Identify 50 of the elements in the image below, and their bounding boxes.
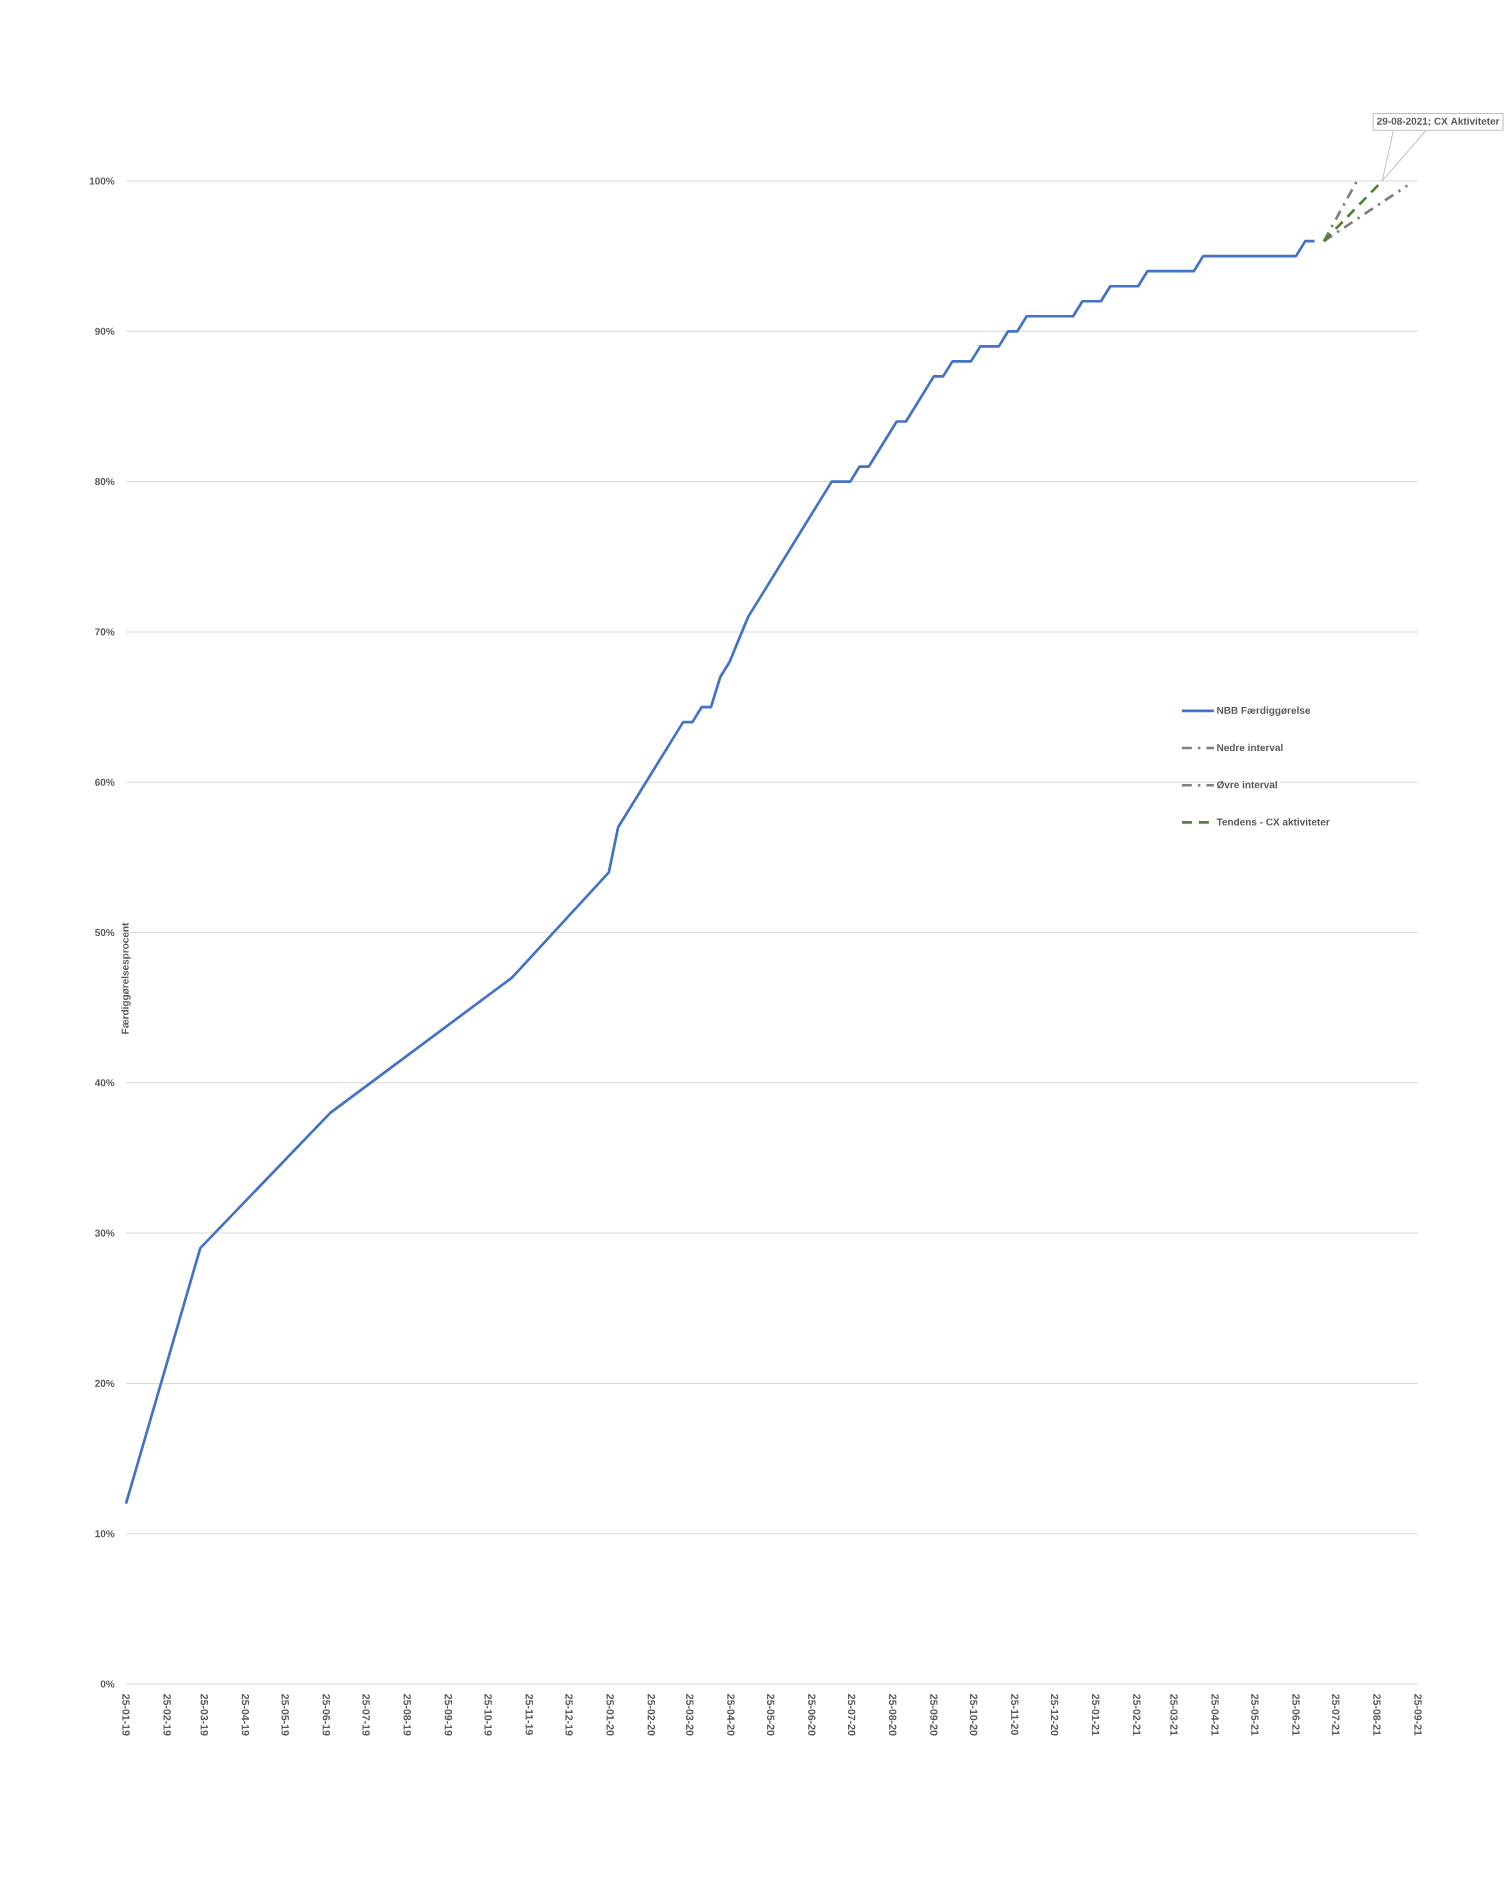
x-tick-label: 25-01-19 (122, 1694, 130, 1736)
x-tick-label: 25-05-19 (281, 1694, 289, 1736)
y-tick-label: 80% (95, 478, 115, 486)
y-tick-label: 70% (95, 628, 115, 636)
legend-label: Nedre interval (1217, 743, 1283, 752)
y-tick-label: 90% (95, 327, 115, 335)
x-tick-label: 25-04-19 (241, 1694, 250, 1736)
x-tick-label: 25-09-19 (444, 1694, 453, 1736)
x-tick-label: 25-11-20 (1011, 1694, 1019, 1735)
x-tick-label: 25-08-21 (1373, 1694, 1381, 1736)
legend-label: NBB Færdiggørelse (1217, 706, 1311, 716)
y-tick-label: 20% (95, 1379, 115, 1387)
x-tick-label: 25-05-20 (766, 1694, 775, 1736)
y-tick-label: 40% (94, 1079, 115, 1087)
x-tick-label: 25-06-19 (322, 1694, 331, 1736)
x-tick-label: 25-07-19 (362, 1694, 370, 1736)
x-tick-label: 25-07-21 (1332, 1694, 1340, 1736)
x-tick-label: 25-09-20 (930, 1694, 938, 1736)
x-tick-label: 25-05-21 (1251, 1694, 1259, 1736)
y-tick-label: 50% (95, 928, 115, 937)
x-tick-label: 25-12-19 (565, 1694, 573, 1736)
y-axis-title: Færdiggørelsesprocent (121, 922, 131, 1034)
y-tick-label: 60% (95, 778, 115, 786)
x-tick-label: 25-03-21 (1170, 1694, 1178, 1736)
x-tick-label: 25-03-20 (686, 1694, 694, 1736)
x-tick-label: 25-10-19 (484, 1694, 492, 1736)
x-tick-label: 25-12-20 (1050, 1694, 1059, 1736)
x-tick-label: 25-03-19 (200, 1694, 209, 1736)
x-tick-label: 25-11-19 (525, 1694, 533, 1735)
legend-label: Tendens - CX aktiviteter (1216, 818, 1330, 826)
text: 29-08-2021; CX Aktiviteter (1377, 117, 1500, 127)
y-tick-label: 0% (100, 1680, 115, 1688)
x-tick-label: 25-06-21 (1292, 1694, 1300, 1736)
x-tick-label: 25-02-19 (163, 1694, 171, 1736)
x-tick-label: 25-08-20 (888, 1694, 897, 1736)
x-tick-label: 25-01-21 (1091, 1694, 1100, 1736)
x-tick-label: 25-08-19 (403, 1694, 411, 1736)
x-tick-label: 25-04-20 (727, 1694, 735, 1736)
x-tick-label: 25-04-21 (1211, 1694, 1219, 1736)
y-tick-label: 30% (94, 1229, 115, 1237)
x-tick-label: 25-07-20 (847, 1694, 856, 1736)
x-tick-label: 25-02-21 (1133, 1694, 1141, 1736)
y-tick-label: 10% (95, 1530, 115, 1538)
legend-label: Øvre interval (1216, 780, 1277, 789)
x-tick-label: 25-10-20 (969, 1694, 978, 1736)
x-tick-label: 25-06-20 (808, 1694, 816, 1736)
y-tick-label: 100% (89, 177, 115, 185)
x-tick-label: 25-09-21 (1414, 1694, 1422, 1736)
x-tick-label: 25-01-20 (606, 1694, 614, 1736)
x-tick-label: 25-02-20 (647, 1694, 656, 1736)
